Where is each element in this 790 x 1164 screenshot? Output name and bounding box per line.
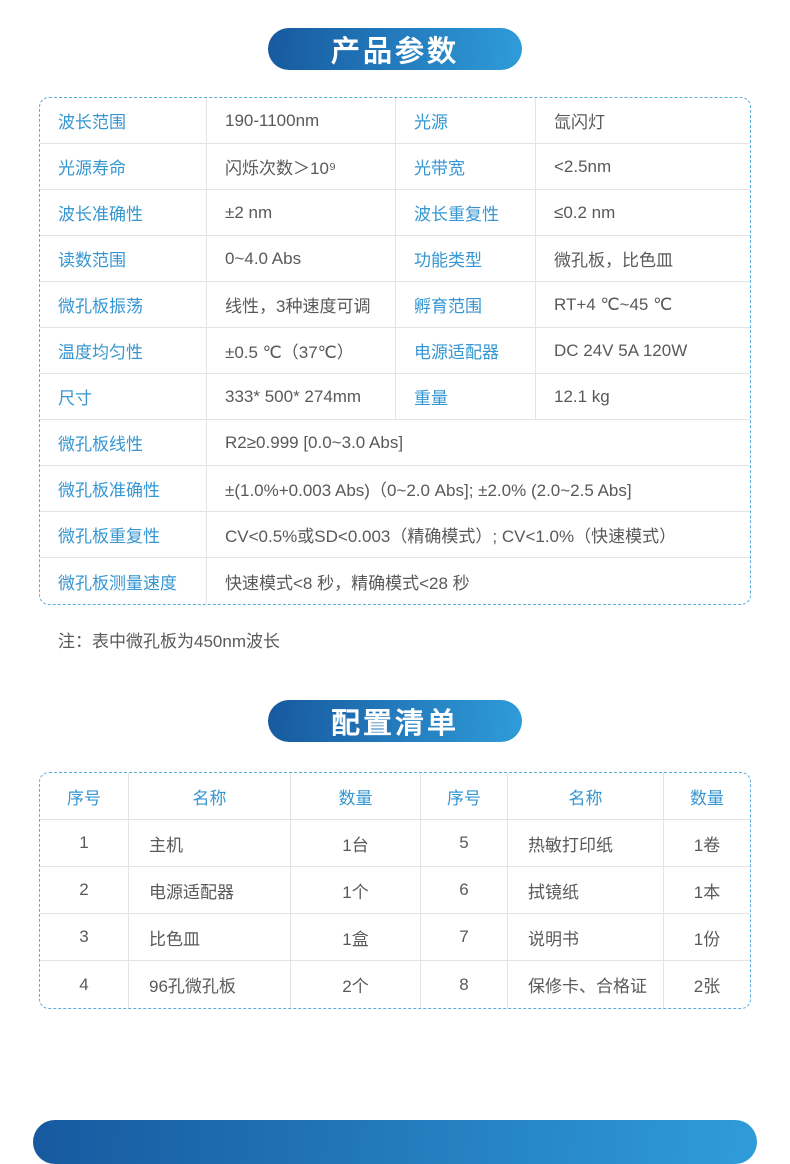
- spec-label: 微孔板振荡: [58, 297, 143, 316]
- spec-value: 微孔板，比色皿: [535, 236, 750, 281]
- item-index: 4: [79, 974, 89, 994]
- item-quantity: 2张: [663, 961, 750, 1008]
- spec-label: 波长准确性: [58, 205, 143, 224]
- spec-label: 光带宽: [395, 144, 535, 189]
- spec-label: 波长范围: [58, 113, 126, 132]
- footer-decoration-bar: [33, 1120, 757, 1164]
- column-header: 名称: [507, 773, 663, 819]
- item-name: 比色皿: [128, 914, 290, 960]
- item-name: 拭镜纸: [507, 867, 663, 913]
- table-row: 温度均匀性 ±0.5 ℃（37℃） 电源适配器 DC 24V 5A 120W: [40, 328, 750, 374]
- section-banner-config-list: 配置清单: [268, 700, 522, 742]
- spec-value: ±0.5 ℃（37℃）: [206, 328, 395, 373]
- table-row: 微孔板重复性 CV<0.5%或SD<0.003（精确模式）; CV<1.0%（快…: [40, 512, 750, 558]
- spec-label: 微孔板准确性: [58, 481, 160, 500]
- item-index: 8: [420, 961, 507, 1008]
- table-header-row: 序号 名称 数量 序号 名称 数量: [40, 773, 750, 820]
- table-row: 微孔板测量速度 快速模式<8 秒，精确模式<28 秒: [40, 558, 750, 604]
- spec-value: 线性，3种速度可调: [206, 282, 395, 327]
- table-row: 微孔板准确性 ±(1.0%+0.003 Abs)（0~2.0 Abs]; ±2.…: [40, 466, 750, 512]
- spec-label: 光源: [395, 98, 535, 143]
- item-quantity: 1个: [290, 867, 420, 913]
- spec-label: 重量: [395, 374, 535, 419]
- spec-value: 0~4.0 Abs: [206, 236, 395, 281]
- section-banner-product-params: 产品参数: [268, 28, 522, 70]
- item-name: 热敏打印纸: [507, 820, 663, 866]
- table-row: 微孔板振荡 线性，3种速度可调 孵育范围 RT+4 ℃~45 ℃: [40, 282, 750, 328]
- config-list-table: 序号 名称 数量 序号 名称 数量 1 主机 1台 5 热敏打印纸 1卷 2 电…: [39, 772, 751, 1009]
- spec-label: 读数范围: [58, 251, 126, 270]
- item-quantity: 1台: [290, 820, 420, 866]
- spec-value: ±2 nm: [206, 190, 395, 235]
- item-quantity: 1卷: [663, 820, 750, 866]
- spec-value: ≤0.2 nm: [535, 190, 750, 235]
- table-row: 波长准确性 ±2 nm 波长重复性 ≤0.2 nm: [40, 190, 750, 236]
- section-title-config-list: 配置清单: [330, 708, 459, 740]
- spec-label: 微孔板线性: [58, 435, 143, 454]
- spec-value: ±(1.0%+0.003 Abs)（0~2.0 Abs]; ±2.0% (2.0…: [206, 466, 750, 511]
- table-row: 尺寸 333* 500* 274mm 重量 12.1 kg: [40, 374, 750, 420]
- item-name: 96孔微孔板: [128, 961, 290, 1008]
- item-index: 7: [420, 914, 507, 960]
- spec-value: 氙闪灯: [535, 98, 750, 143]
- table-row: 2 电源适配器 1个 6 拭镜纸 1本: [40, 867, 750, 914]
- item-quantity: 1份: [663, 914, 750, 960]
- table-row: 读数范围 0~4.0 Abs 功能类型 微孔板，比色皿: [40, 236, 750, 282]
- spec-value: 12.1 kg: [535, 374, 750, 419]
- item-name: 电源适配器: [128, 867, 290, 913]
- table-row: 光源寿命 闪烁次数＞10⁹ 光带宽 <2.5nm: [40, 144, 750, 190]
- spec-value: <2.5nm: [535, 144, 750, 189]
- item-quantity: 1盒: [290, 914, 420, 960]
- spec-label: 微孔板重复性: [58, 527, 160, 546]
- table-row: 1 主机 1台 5 热敏打印纸 1卷: [40, 820, 750, 867]
- item-index: 1: [79, 833, 89, 852]
- spec-label: 功能类型: [395, 236, 535, 281]
- spec-value: 快速模式<8 秒，精确模式<28 秒: [206, 558, 750, 604]
- column-header: 数量: [663, 773, 750, 819]
- table-footnote: 注：表中微孔板为450nm波长: [58, 632, 280, 651]
- table-row: 4 96孔微孔板 2个 8 保修卡、合格证 2张: [40, 961, 750, 1008]
- item-name: 主机: [128, 820, 290, 866]
- item-index: 5: [420, 820, 507, 866]
- column-header: 序号: [420, 773, 507, 819]
- spec-value: DC 24V 5A 120W: [535, 328, 750, 373]
- spec-label: 波长重复性: [395, 190, 535, 235]
- item-name: 保修卡、合格证: [507, 961, 663, 1008]
- product-params-table: 波长范围 190-1100nm 光源 氙闪灯 光源寿命 闪烁次数＞10⁹ 光带宽…: [39, 97, 751, 605]
- spec-value: 闪烁次数＞10⁹: [206, 144, 395, 189]
- spec-label: 孵育范围: [395, 282, 535, 327]
- column-header: 名称: [128, 773, 290, 819]
- spec-value: R2≥0.999 [0.0~3.0 Abs]: [206, 420, 750, 465]
- spec-value: 333* 500* 274mm: [206, 374, 395, 419]
- spec-label: 尺寸: [58, 389, 92, 408]
- spec-value: 190-1100nm: [206, 98, 395, 143]
- spec-label: 微孔板测量速度: [58, 573, 177, 593]
- spec-value: RT+4 ℃~45 ℃: [535, 282, 750, 327]
- table-row: 3 比色皿 1盒 7 说明书 1份: [40, 914, 750, 961]
- item-index: 6: [420, 867, 507, 913]
- column-header: 数量: [290, 773, 420, 819]
- table-row: 微孔板线性 R2≥0.999 [0.0~3.0 Abs]: [40, 420, 750, 466]
- spec-label: 光源寿命: [58, 159, 126, 178]
- item-index: 2: [79, 880, 89, 899]
- column-header: 序号: [67, 788, 101, 808]
- spec-value: CV<0.5%或SD<0.003（精确模式）; CV<1.0%（快速模式）: [206, 512, 750, 557]
- spec-label: 电源适配器: [395, 328, 535, 373]
- item-quantity: 1本: [663, 867, 750, 913]
- item-index: 3: [79, 927, 89, 946]
- section-title-product-params: 产品参数: [330, 36, 459, 68]
- spec-label: 温度均匀性: [58, 343, 143, 362]
- item-quantity: 2个: [290, 961, 420, 1008]
- table-row: 波长范围 190-1100nm 光源 氙闪灯: [40, 98, 750, 144]
- item-name: 说明书: [507, 914, 663, 960]
